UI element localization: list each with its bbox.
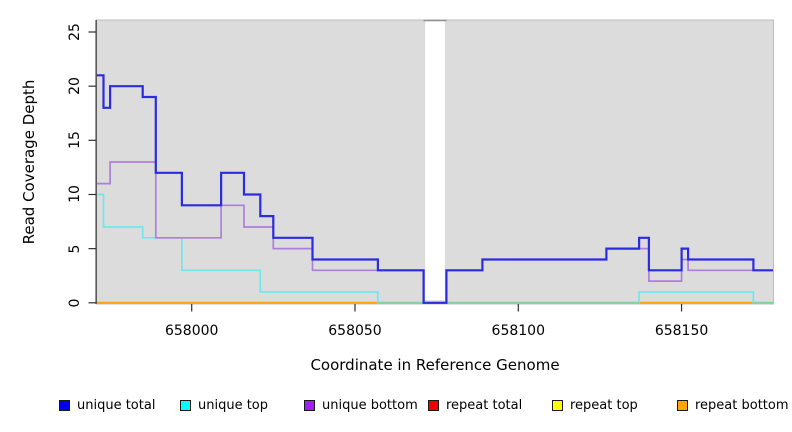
legend-item-unique-bottom: unique bottom	[304, 398, 418, 413]
legend-label: repeat top	[570, 398, 638, 413]
repeat-bottom-swatch-icon	[677, 400, 688, 411]
repeat-top-swatch-icon	[552, 400, 563, 411]
no-data-gap-mask	[425, 21, 445, 301]
unique-bottom-swatch-icon	[304, 400, 315, 411]
x-tick-label: 658050	[328, 323, 382, 339]
y-tick-label: 20	[67, 77, 83, 96]
legend-label: repeat total	[446, 398, 523, 413]
legend-item-repeat-top: repeat top	[552, 398, 638, 413]
series-unique-total	[97, 74, 773, 304]
unique-top-swatch-icon	[180, 400, 191, 411]
y-tick-label: 15	[67, 131, 83, 150]
legend-item-repeat-bottom: repeat bottom	[677, 398, 789, 413]
y-tick-label: 25	[67, 23, 83, 41]
series-unique-top	[97, 193, 773, 304]
y-axis-title: Read Coverage Depth	[20, 79, 38, 245]
repeat-total-swatch-icon	[428, 400, 439, 411]
legend-label: repeat bottom	[695, 398, 789, 413]
legend-item-unique-total: unique total	[59, 398, 155, 413]
legend-label: unique total	[77, 398, 156, 413]
legend-label: unique top	[198, 398, 269, 413]
y-tick-label: 10	[67, 185, 83, 204]
y-tick-label: 5	[67, 244, 83, 254]
chart-layer	[88, 19, 774, 312]
unique-total-swatch-icon	[59, 400, 70, 411]
x-axis-title: Coordinate in Reference Genome	[310, 356, 560, 374]
legend-item-repeat-total: repeat total	[428, 398, 522, 413]
x-tick-label: 658000	[164, 323, 219, 339]
y-tick-label: 0	[67, 298, 83, 308]
legend-item-unique-top: unique top	[180, 398, 268, 413]
legend-label: unique bottom	[322, 398, 418, 413]
x-tick-label: 658150	[654, 323, 709, 339]
x-tick-label: 658100	[491, 323, 545, 339]
